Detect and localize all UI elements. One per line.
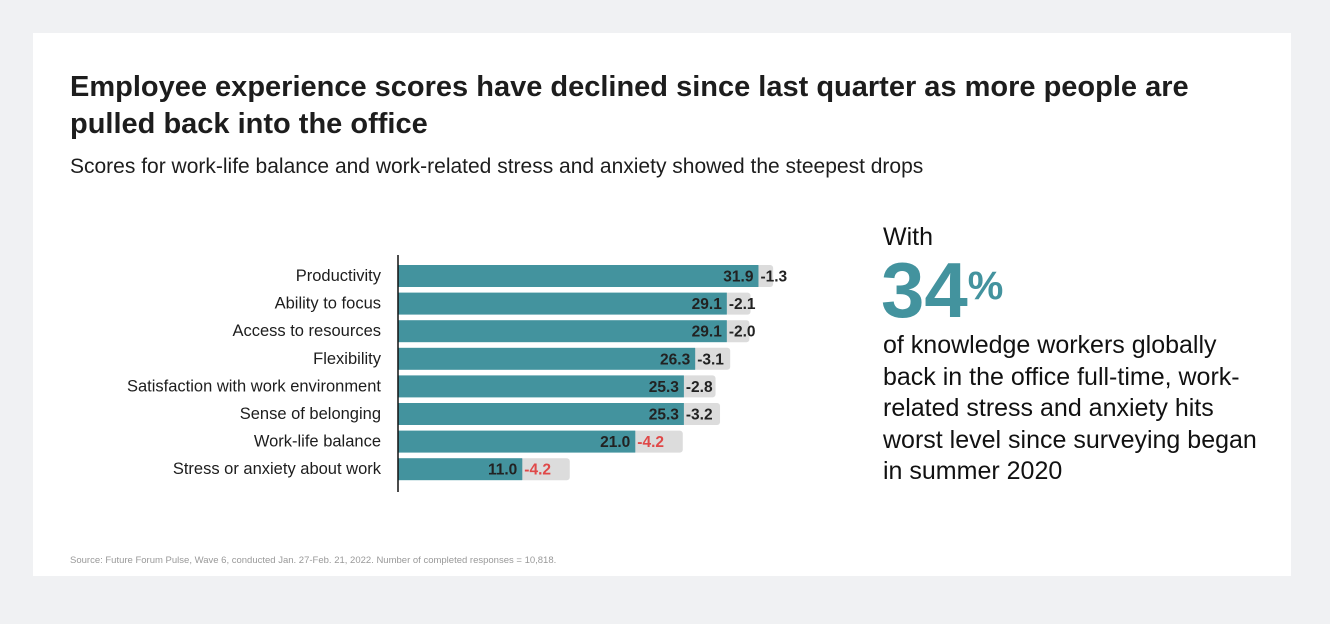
change-bar <box>681 403 721 425</box>
callout-unit: % <box>967 264 1004 308</box>
callout-value: 34 <box>881 246 968 334</box>
chart-subtitle: Scores for work-life balance and work-re… <box>70 155 924 178</box>
chart-title: Employee experience scores have declined… <box>70 71 1189 140</box>
callout-text: of knowledge workers globally back in th… <box>883 331 1257 485</box>
category-label: Flexibility <box>313 350 382 368</box>
category-label: Access to resources <box>232 322 381 340</box>
change-bar <box>693 347 731 370</box>
value-label: 21.0 <box>600 434 630 451</box>
change-bar <box>681 375 716 398</box>
callout-number: 34% <box>881 245 1003 335</box>
value-label: 29.1 <box>692 324 723 341</box>
value-label: 29.1 <box>692 296 723 313</box>
value-bar <box>398 375 684 398</box>
source-note: Source: Future Forum Pulse, Wave 6, cond… <box>70 555 557 566</box>
change-label: -4.2 <box>524 462 551 479</box>
change-label: -2.8 <box>686 379 713 396</box>
value-bar <box>398 347 696 370</box>
change-label: -2.1 <box>729 296 756 313</box>
value-label: 25.3 <box>649 379 680 396</box>
callout-prefix: With <box>883 223 933 251</box>
value-bar <box>398 292 727 315</box>
chart-card: Employee experience scores have declined… <box>33 33 1291 576</box>
category-label: Sense of belonging <box>240 405 381 423</box>
change-label: -3.2 <box>686 407 713 424</box>
change-bar <box>633 430 683 453</box>
bar-chart: Productivity 31.9 -1.3 Ability to focus 29.1… <box>127 255 788 492</box>
value-bar <box>398 320 727 343</box>
change-bar <box>724 292 751 315</box>
value-bar <box>398 265 759 287</box>
category-label: Work-life balance <box>254 433 381 451</box>
value-label: 31.9 <box>723 269 754 286</box>
change-bar <box>756 265 774 287</box>
change-label: -4.2 <box>637 434 664 451</box>
value-label: 11.0 <box>488 462 517 479</box>
change-label: -1.3 <box>760 269 787 286</box>
value-label: 26.3 <box>660 351 691 368</box>
value-bar <box>398 403 684 425</box>
change-bar <box>724 320 750 343</box>
category-label: Ability to focus <box>275 295 381 313</box>
value-bar <box>398 458 523 481</box>
change-bar <box>520 458 570 481</box>
category-label: Stress or anxiety about work <box>173 460 382 478</box>
value-bar <box>398 430 636 453</box>
category-label: Satisfaction with work environment <box>127 377 381 395</box>
category-label: Productivity <box>296 267 382 285</box>
change-label: -2.0 <box>729 324 756 341</box>
value-label: 25.3 <box>649 407 680 424</box>
change-label: -3.1 <box>697 351 724 368</box>
